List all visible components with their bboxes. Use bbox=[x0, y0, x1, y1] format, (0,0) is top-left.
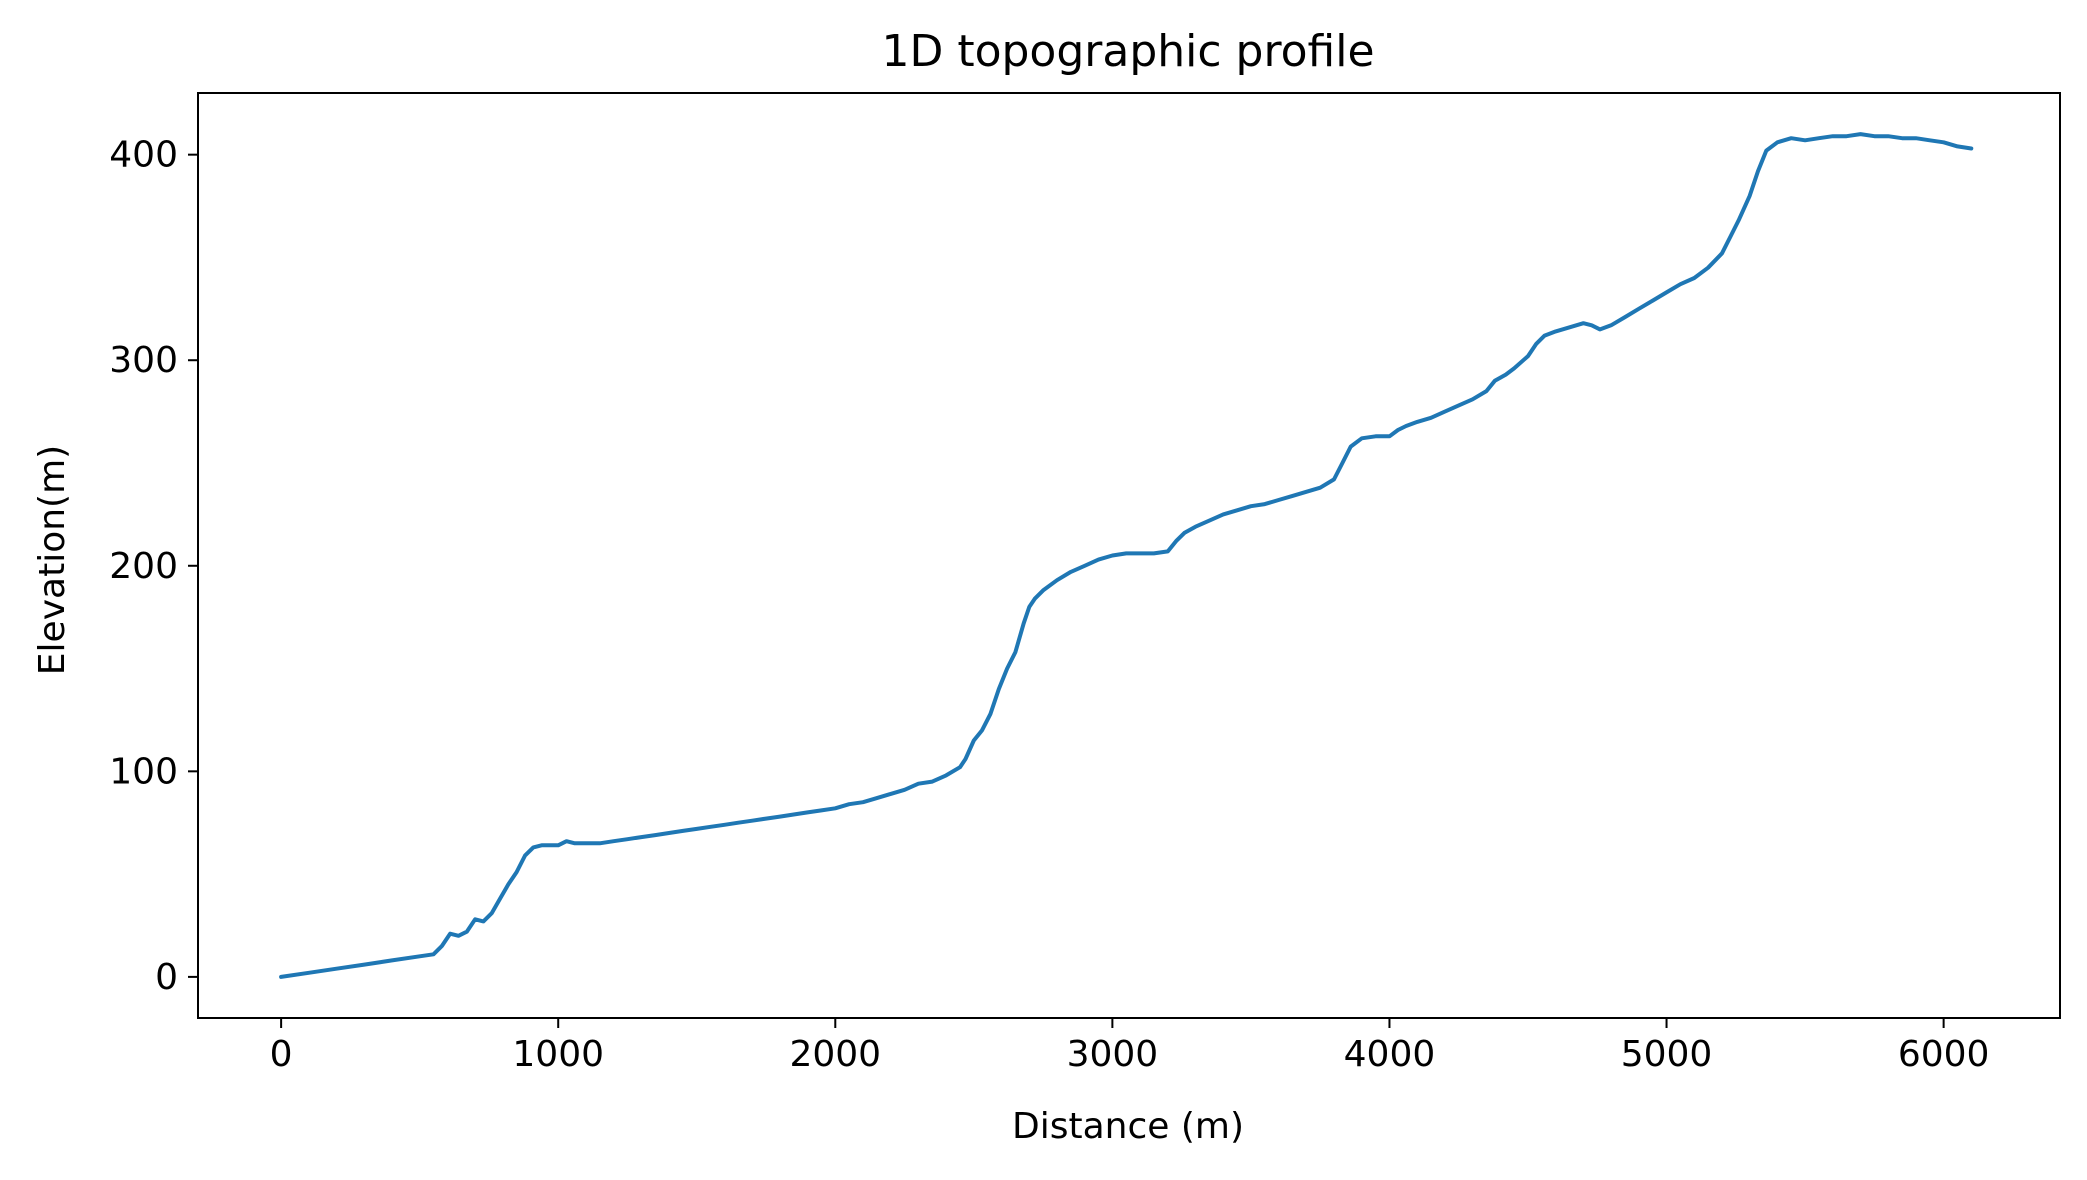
x-axis-ticks: 0 1000 2000 3000 4000 5000 6000 bbox=[270, 1018, 1990, 1075]
x-tick-label: 5000 bbox=[1621, 1034, 1713, 1075]
y-tick-label: 300 bbox=[109, 340, 178, 381]
plot-area: 0 1000 2000 3000 4000 5000 6000 0 100 200 300 400 bbox=[109, 92, 2061, 1075]
x-tick-label: 1000 bbox=[512, 1034, 604, 1075]
y-axis-ticks: 0 100 200 300 400 bbox=[109, 135, 198, 998]
x-tick-label: 3000 bbox=[1067, 1034, 1159, 1075]
y-tick-label: 200 bbox=[109, 546, 178, 587]
x-tick-label: 4000 bbox=[1344, 1034, 1436, 1075]
x-axis-label: Distance (m) bbox=[1012, 1106, 1244, 1147]
x-tick-label: 2000 bbox=[789, 1034, 881, 1075]
y-axis-label: Elevation(m) bbox=[32, 445, 73, 675]
plot-frame bbox=[197, 92, 2061, 1019]
y-tick-label: 400 bbox=[109, 135, 178, 176]
chart-title: 1D topographic profile bbox=[881, 26, 1374, 77]
x-tick-label: 6000 bbox=[1898, 1034, 1990, 1075]
y-tick-label: 0 bbox=[155, 957, 178, 998]
x-tick-label: 0 bbox=[270, 1034, 293, 1075]
y-tick-label: 100 bbox=[109, 751, 178, 792]
elevation-series-line bbox=[279, 132, 1974, 979]
